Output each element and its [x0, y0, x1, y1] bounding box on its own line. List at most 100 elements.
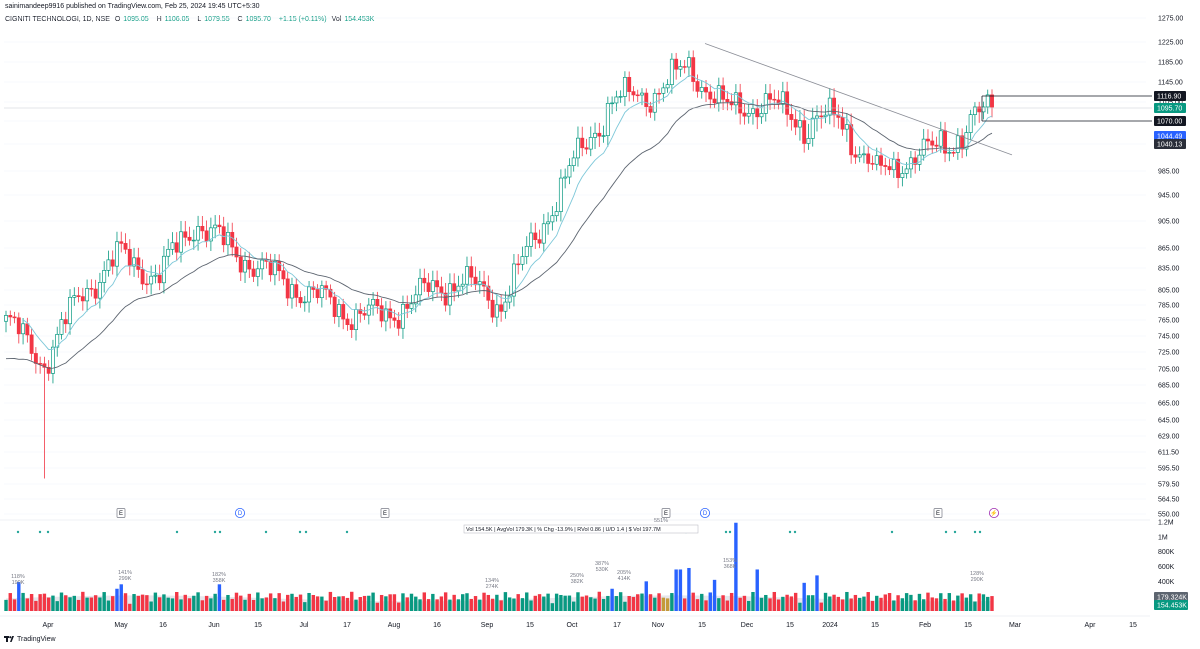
- candle-body: [524, 245, 529, 257]
- volume-bar: [452, 594, 456, 611]
- volume-bar: [51, 595, 55, 611]
- candle: [12, 311, 17, 324]
- volume-pct-label: 118%: [11, 574, 25, 580]
- candle-body: [610, 102, 615, 105]
- volume-bar: [482, 592, 486, 611]
- candle-body: [435, 280, 440, 288]
- signal-dot: [793, 530, 797, 534]
- earnings-marker: [661, 508, 671, 518]
- x-tick-label: Sep: [481, 622, 494, 629]
- legend-symbol[interactable]: CIGNITI TECHNOLOGI, 1D, NSE: [5, 16, 110, 23]
- volume-bar: [102, 592, 106, 611]
- candle: [383, 301, 388, 332]
- volume-stats-text: Vol 154.5K | AvgVol 179.3K | % Chg -13.9…: [466, 527, 661, 533]
- volume-stats-frame: [463, 524, 699, 534]
- candle: [469, 256, 474, 287]
- candle-body: [516, 263, 521, 266]
- candle-body: [972, 106, 977, 115]
- volume-bar: [896, 595, 900, 611]
- volume-bar: [781, 596, 785, 611]
- signal-dot: [890, 530, 894, 534]
- volume-bar: [776, 599, 781, 611]
- candle: [597, 122, 602, 147]
- signal-dot: [16, 530, 20, 534]
- volume-bar: [55, 601, 59, 611]
- volume-bar: [486, 594, 491, 611]
- candle-body: [413, 294, 418, 305]
- volume-bar: [422, 592, 427, 611]
- volume-bar: [542, 596, 546, 611]
- candle-body: [635, 94, 640, 97]
- candle: [336, 299, 341, 328]
- candle-body: [187, 236, 192, 241]
- volume-labels: 118%190K 141%299K 182%358K 134%274K 250%382K…: [11, 518, 984, 590]
- volume-bar: [614, 596, 619, 611]
- candle-body: [144, 283, 149, 286]
- candle: [371, 292, 376, 316]
- candle: [533, 222, 538, 249]
- candle-body: [849, 124, 854, 156]
- volume-bar: [520, 598, 525, 611]
- candle: [802, 110, 807, 153]
- candle: [307, 280, 312, 313]
- candle-body: [285, 278, 290, 299]
- candle-body: [712, 98, 717, 104]
- volume-bar: [939, 593, 943, 611]
- candle: [503, 291, 508, 319]
- candle-body: [733, 92, 738, 106]
- volume-bar: [840, 599, 845, 611]
- candle: [358, 303, 363, 323]
- volume-bar: [623, 601, 627, 611]
- signal-dot: [38, 530, 42, 534]
- volume-bar: [85, 597, 89, 611]
- candle: [149, 265, 154, 295]
- candle-body: [938, 130, 943, 147]
- volume-bar: [563, 595, 567, 611]
- tradingview-brand: TradingView: [17, 635, 56, 643]
- candle: [537, 229, 542, 249]
- candle-body: [332, 296, 337, 317]
- candle-body: [985, 94, 990, 108]
- volume-bar: [499, 600, 503, 611]
- candle: [465, 256, 469, 295]
- candle-body: [904, 168, 909, 174]
- candle: [550, 206, 555, 231]
- volume-y-tick-label: 1.2M: [1158, 520, 1174, 527]
- volume-bar: [926, 592, 930, 611]
- y-tick-label: 564.50: [1158, 497, 1180, 504]
- candle-body: [183, 231, 188, 238]
- candle: [695, 74, 700, 98]
- candle: [511, 254, 516, 307]
- candle: [247, 251, 252, 278]
- candle: [789, 103, 794, 131]
- candle-body: [341, 304, 346, 320]
- candle-body: [170, 242, 175, 250]
- candle: [63, 311, 68, 333]
- volume-bar: [392, 594, 397, 611]
- candle: [964, 125, 969, 157]
- candle: [366, 298, 371, 325]
- candle-body: [405, 303, 410, 309]
- candle-body: [861, 153, 866, 156]
- candle-body: [213, 224, 218, 229]
- x-tick-label: Nov: [652, 622, 665, 629]
- volume-bar: [341, 596, 345, 611]
- volume-bar: [34, 600, 38, 611]
- candle: [921, 128, 926, 161]
- candle: [76, 287, 81, 303]
- signal-dot: [728, 530, 732, 534]
- volume-bar: [798, 602, 802, 611]
- candle-body: [226, 232, 230, 246]
- candle-body: [486, 285, 491, 301]
- volume-bar: [960, 593, 964, 611]
- price-tag-label: 1095.70: [1157, 106, 1182, 113]
- volume-bar: [332, 596, 337, 611]
- volume-bar: [512, 598, 516, 611]
- candle-body: [704, 87, 708, 93]
- candle: [422, 268, 427, 292]
- tradingview-footer[interactable]: TradingView: [4, 635, 56, 643]
- candle-body: [298, 297, 303, 304]
- legend-low-label: L: [197, 16, 202, 23]
- candle: [725, 91, 730, 111]
